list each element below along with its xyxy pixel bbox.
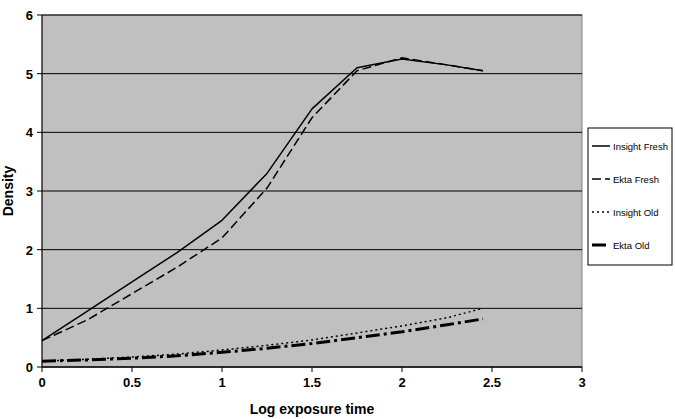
legend-label: Ekta Fresh [613,174,659,185]
y-tick-label: 1 [26,301,33,316]
x-tick-label: 0.5 [123,375,141,390]
series-group [42,58,483,361]
y-tick-label: 4 [26,125,34,140]
series-line [42,59,483,341]
grid-line [42,15,582,16]
legend: Insight Fresh Ekta Fresh Insight Old Ekta O… [588,128,672,265]
x-tick [582,367,583,372]
y-tick [37,132,42,133]
legend-swatch [592,244,610,247]
y-tick [37,249,42,250]
legend-label: Ekta Old [613,240,649,251]
x-tick-label: 0 [38,375,45,390]
y-axis [42,15,43,367]
x-tick [492,367,493,372]
plot-area [42,15,582,367]
y-tick [37,367,42,368]
y-axis-label: Density [0,166,16,217]
grid-line [42,73,582,74]
y-tick [37,73,42,74]
series-line [42,308,483,361]
x-tick [312,367,313,372]
x-tick [222,367,223,372]
x-tick-label: 1.5 [303,375,321,390]
legend-swatch [592,178,610,180]
series-line [42,58,483,341]
y-tick [37,191,42,192]
grid-line [42,367,582,368]
y-tick-label: 5 [26,67,33,82]
series-line [42,319,483,361]
x-tick [402,367,403,372]
x-tick-label: 2.5 [483,375,501,390]
x-tick-label: 3 [578,375,585,390]
y-tick-label: 2 [26,243,33,258]
y-tick-label: 6 [26,8,33,23]
legend-box [588,128,672,265]
grid-line [42,132,582,133]
legend-swatch [592,211,610,213]
y-tick-label: 3 [26,184,33,199]
x-tick [42,367,43,372]
grid-line [42,191,582,192]
grid-line [42,249,582,250]
x-axis-label: Log exposure time [250,401,375,417]
chart: 0 1 2 3 4 5 6 0 0.5 1 1.5 2 2.5 3 Log exposure time Den… [0,0,675,419]
x-tick-label: 2 [398,375,405,390]
y-tick [37,15,42,16]
grid-line [42,308,582,309]
y-tick-label: 0 [26,360,33,375]
x-tick-label: 1 [218,375,225,390]
x-tick [132,367,133,372]
legend-swatch [592,145,610,147]
x-axis [42,367,582,368]
legend-label: Insight Old [613,207,658,218]
legend-label: Insight Fresh [613,141,668,152]
y-tick [37,308,42,309]
